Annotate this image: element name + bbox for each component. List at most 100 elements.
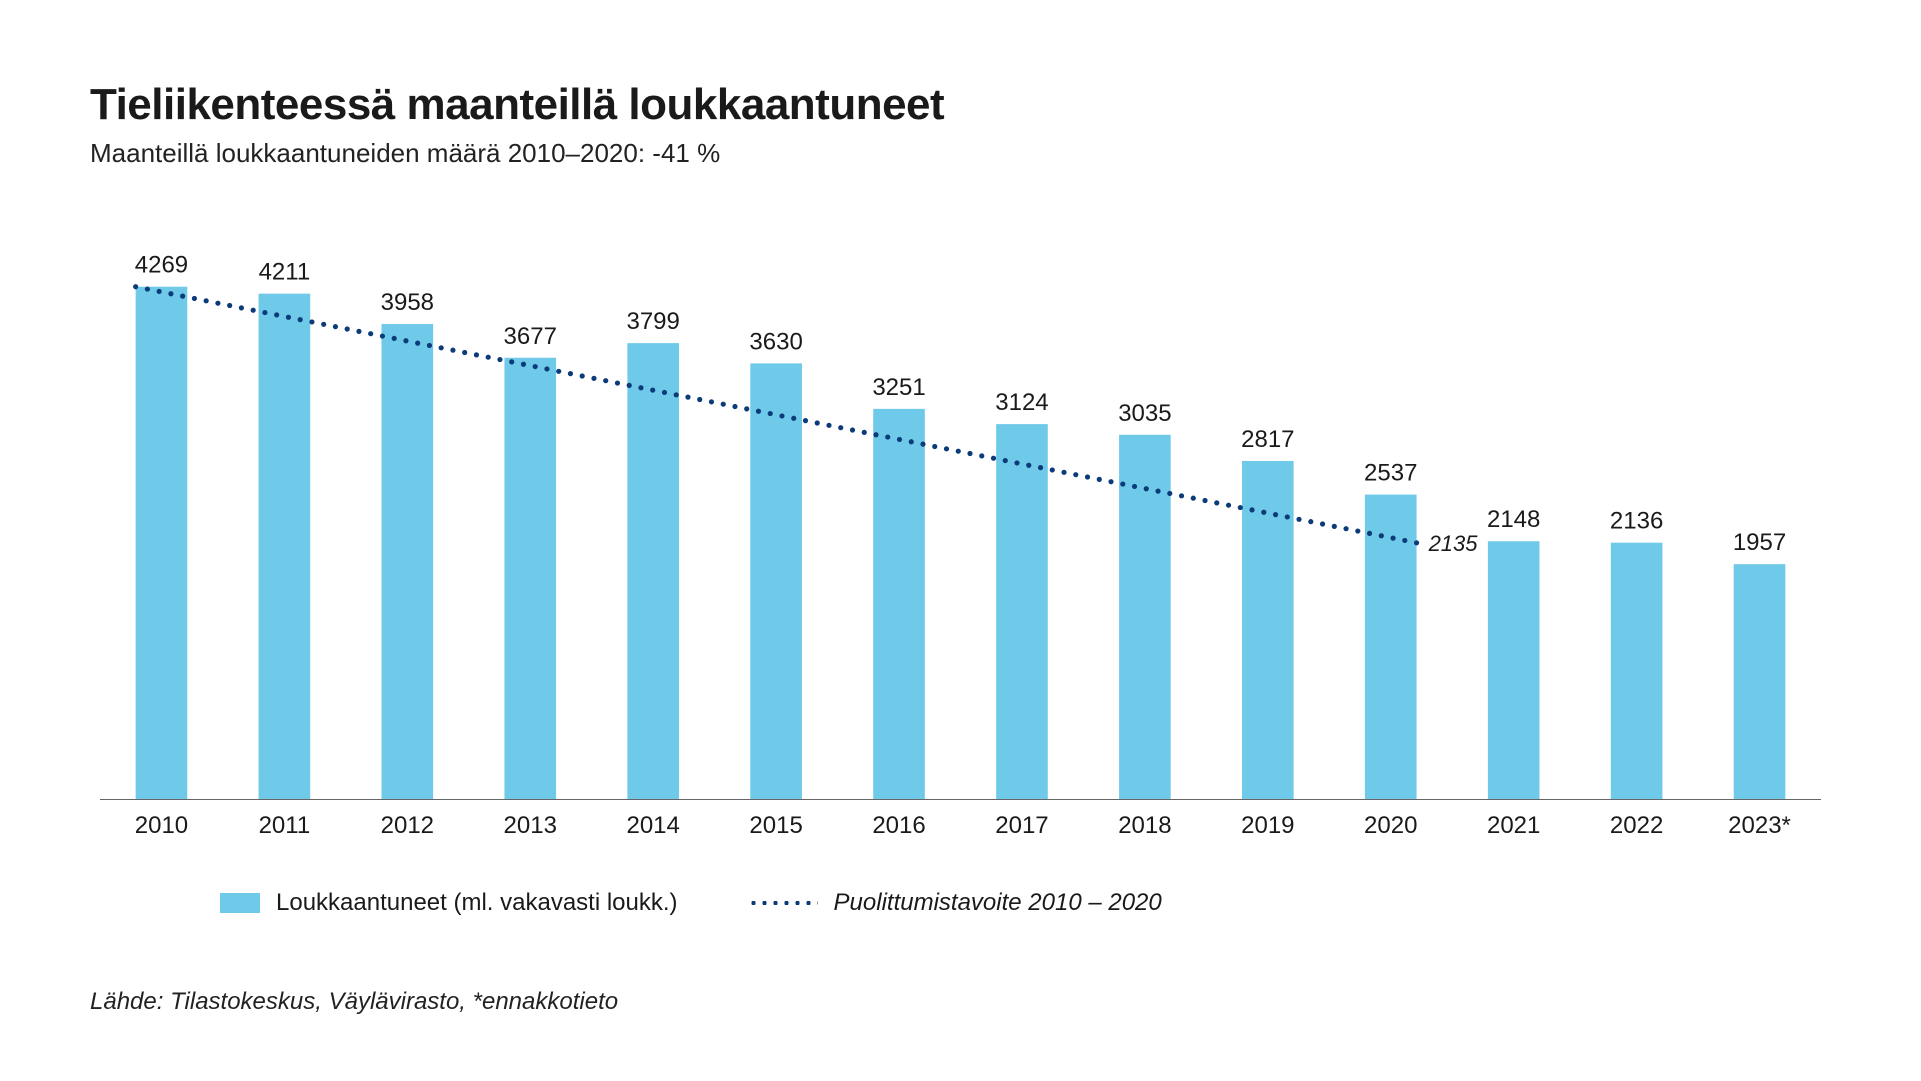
trend-dot (403, 338, 408, 343)
trend-dot (533, 364, 538, 369)
trend-dot (591, 376, 596, 381)
bar-value-label: 2136 (1610, 508, 1663, 535)
trend-dot (180, 294, 185, 299)
legend-label-bars: Loukkaantuneet (ml. vakavasti loukk.) (276, 889, 678, 917)
trend-dot (603, 378, 608, 383)
x-tick-label: 2020 (1364, 812, 1417, 839)
trend-dot (1120, 481, 1125, 486)
x-tick-label: 2013 (504, 812, 557, 839)
trend-dot (920, 442, 925, 447)
trend-dot (439, 345, 444, 350)
bar-value-label: 2537 (1364, 460, 1417, 487)
x-tick-label: 2018 (1118, 812, 1171, 839)
x-tick-label: 2022 (1610, 812, 1663, 839)
bar (1242, 461, 1294, 799)
trend-dot (239, 305, 244, 310)
trend-end-label: 2135 (1428, 531, 1479, 556)
trend-dot (192, 296, 197, 301)
trend-dot (697, 397, 702, 402)
trend-dot (1332, 524, 1337, 529)
trend-dot (638, 385, 643, 390)
bar (1365, 495, 1417, 799)
trend-dot (556, 369, 561, 374)
bar-value-label: 4269 (135, 252, 188, 279)
trend-dot (956, 449, 961, 454)
trend-dot (333, 324, 338, 329)
bar (259, 294, 311, 799)
trend-dot (862, 430, 867, 435)
trend-dot (368, 331, 373, 336)
bar (996, 424, 1048, 799)
x-tick-label: 2010 (135, 812, 188, 839)
trend-dot (1285, 514, 1290, 519)
trend-dot (497, 357, 502, 362)
trend-dot (932, 444, 937, 449)
trend-dot (1308, 519, 1313, 524)
trend-dot (768, 411, 773, 416)
bar-value-label: 3124 (995, 389, 1048, 416)
trend-dot (756, 409, 761, 414)
legend-swatch-bar (220, 893, 260, 913)
trend-dot (1179, 493, 1184, 498)
x-tick-label: 2016 (872, 812, 925, 839)
trend-dot (838, 425, 843, 430)
trend-dot (215, 301, 220, 306)
trend-dot (474, 352, 479, 357)
trend-dot (1214, 500, 1219, 505)
trend-dot (486, 355, 491, 360)
bar-value-label: 3630 (749, 328, 802, 355)
trend-dot (262, 310, 267, 315)
trend-dot (580, 373, 585, 378)
legend-item-bars: Loukkaantuneet (ml. vakavasti loukk.) (220, 889, 678, 917)
trend-dot (1261, 510, 1266, 515)
legend-item-trend: Puolittumistavoite 2010 – 2020 (748, 889, 1162, 917)
trend-dot (1026, 463, 1031, 468)
trend-dot (1414, 540, 1419, 545)
trend-dot (392, 336, 397, 341)
trend-dot (674, 392, 679, 397)
trend-dot (298, 317, 303, 322)
bar (1488, 541, 1540, 799)
bar-value-label: 3958 (381, 289, 434, 316)
trend-dot (709, 399, 714, 404)
trend-dot (251, 308, 256, 313)
bar-value-label: 2817 (1241, 426, 1294, 453)
trend-dot (1320, 521, 1325, 526)
x-tick-label: 2021 (1487, 812, 1540, 839)
bar (136, 287, 188, 799)
bar (1734, 564, 1786, 799)
trend-dot (345, 326, 350, 331)
trend-dot (815, 420, 820, 425)
trend-dot (168, 291, 173, 296)
x-tick-label: 2019 (1241, 812, 1294, 839)
trend-dot (427, 343, 432, 348)
trend-dot (204, 298, 209, 303)
trend-dot (944, 446, 949, 451)
trend-dot (286, 315, 291, 320)
bar-value-label: 4211 (259, 259, 311, 286)
trend-dot (1202, 498, 1207, 503)
x-tick-label: 2014 (626, 812, 679, 839)
legend-swatch-dots (748, 901, 818, 905)
x-tick-label: 2012 (381, 812, 434, 839)
trend-dot (627, 383, 632, 388)
bar-value-label: 3251 (872, 374, 925, 401)
trend-dot (991, 456, 996, 461)
bar-value-label: 3799 (626, 308, 679, 335)
trend-dot (227, 303, 232, 308)
trend-dot (744, 406, 749, 411)
trend-dot (1249, 507, 1254, 512)
trend-dot (967, 451, 972, 456)
bar (627, 343, 679, 799)
trend-dot (1402, 538, 1407, 543)
trend-dot (1355, 528, 1360, 533)
trend-dot (450, 348, 455, 353)
source-text: Lähde: Tilastokeskus, Väylävirasto, *enn… (90, 988, 618, 1016)
trend-dot (274, 312, 279, 317)
trend-dot (1367, 531, 1372, 536)
trend-dot (779, 413, 784, 418)
trend-dot (685, 395, 690, 400)
trend-dot (544, 366, 549, 371)
chart-subtitle: Maanteillä loukkaantuneiden määrä 2010–2… (90, 138, 1831, 169)
trend-dot (885, 434, 890, 439)
